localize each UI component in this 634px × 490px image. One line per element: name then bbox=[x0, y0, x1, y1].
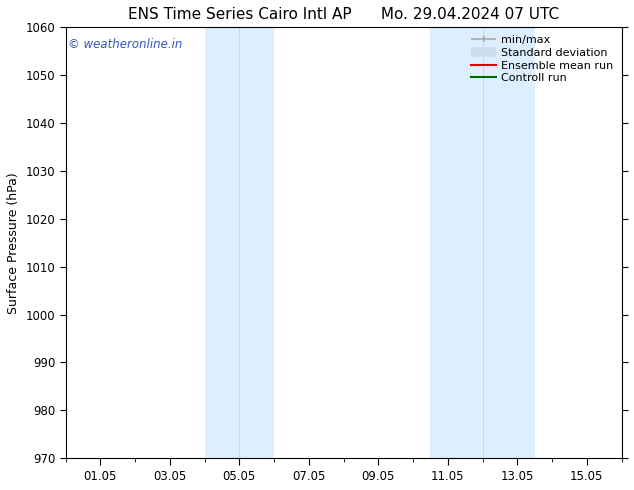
Text: © weatheronline.in: © weatheronline.in bbox=[68, 38, 183, 51]
Bar bbox=[430, 27, 534, 458]
Legend: min/max, Standard deviation, Ensemble mean run, Controll run: min/max, Standard deviation, Ensemble me… bbox=[469, 33, 616, 86]
Title: ENS Time Series Cairo Intl AP      Mo. 29.04.2024 07 UTC: ENS Time Series Cairo Intl AP Mo. 29.04.… bbox=[128, 7, 559, 22]
Y-axis label: Surface Pressure (hPa): Surface Pressure (hPa) bbox=[7, 172, 20, 314]
Bar bbox=[205, 27, 274, 458]
